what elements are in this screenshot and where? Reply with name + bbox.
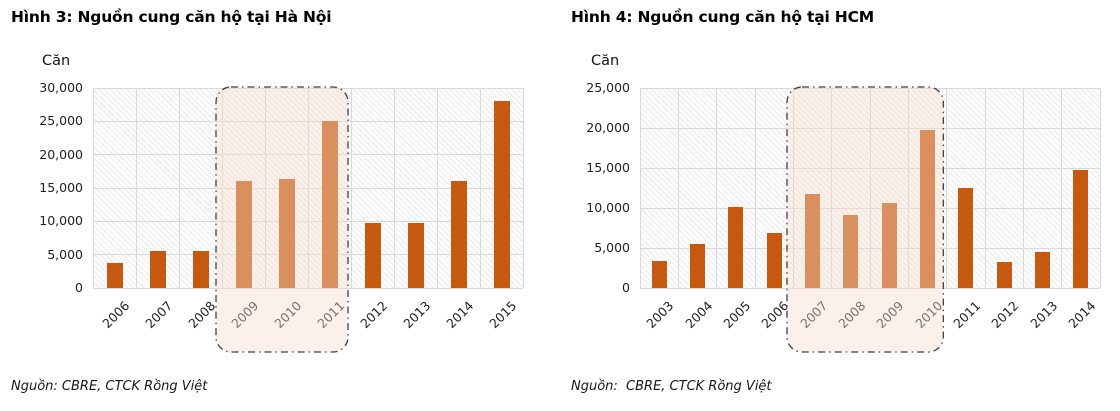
x-tick-label: 2010 [912, 298, 946, 332]
bar-2008 [843, 215, 859, 288]
bar-2004 [690, 244, 705, 288]
y-tick-label: 10,000 [586, 200, 630, 215]
gridline-vertical [716, 88, 718, 288]
x-tick-label: 2008 [835, 298, 869, 332]
x-tick-label: 2014 [443, 298, 477, 332]
source-note: Nguồn: CBRE, CTCK Rồng Việt [571, 379, 772, 394]
bar-2009 [235, 180, 252, 288]
bar-2013 [407, 222, 424, 288]
bar-2011 [321, 121, 338, 288]
x-tick-label: 2007 [797, 298, 831, 332]
y-axis-unit-label: Căn [591, 53, 620, 69]
gridline-vertical [522, 88, 524, 288]
x-tick-label: 2006 [758, 298, 792, 332]
gridline-vertical [869, 88, 871, 288]
bar-2005 [728, 207, 744, 288]
x-tick-label: 2012 [357, 298, 391, 332]
source-note: Nguồn: CBRE, CTCK Rồng Việt [11, 379, 208, 394]
bar-2012 [364, 222, 381, 288]
gridline-vertical [792, 88, 794, 288]
x-tick-label: 2008 [185, 298, 219, 332]
x-tick-label: 2011 [950, 298, 984, 332]
x-tick-label: 2004 [682, 298, 716, 332]
bar-2009 [881, 203, 897, 288]
x-tick-label: 2003 [643, 298, 677, 332]
bar-2007 [805, 193, 820, 288]
bar-2013 [1035, 252, 1050, 288]
y-tick-label: 5,000 [594, 240, 630, 255]
x-tick-label: 2007 [142, 298, 176, 332]
y-tick-label: 15,000 [39, 180, 83, 195]
bar-2003 [651, 260, 667, 288]
gridline-vertical [436, 88, 438, 288]
gridline-vertical [307, 88, 309, 288]
bar-2010 [278, 179, 295, 288]
gridline-vertical [907, 88, 909, 288]
y-tick-label: 25,000 [39, 113, 83, 129]
bar-2006 [766, 232, 782, 288]
chart-title: Hình 3: Nguồn cung căn hộ tại Hà Nội [11, 8, 332, 26]
gridline-vertical [946, 88, 948, 288]
gridline-vertical [178, 88, 180, 288]
x-tick-label: 2009 [228, 298, 262, 332]
gridline-vertical [639, 88, 641, 288]
bar-2015 [493, 100, 510, 288]
y-tick-label: 30,000 [39, 80, 83, 95]
chart-panel-hcm: Hình 4: Nguồn cung căn hộ tại HCM Căn Ng… [560, 0, 1120, 411]
y-axis-unit-label: Căn [42, 53, 71, 69]
x-tick-label: 2013 [1027, 298, 1061, 332]
x-tick-label: 2011 [314, 298, 348, 332]
bar-2011 [958, 188, 974, 288]
x-tick-label: 2013 [400, 298, 434, 332]
y-tick-label: 10,000 [39, 213, 83, 229]
gridline-vertical [754, 88, 756, 288]
gridline-vertical [677, 88, 679, 288]
gridline-vertical [92, 88, 94, 288]
gridline-vertical [221, 88, 223, 288]
gridline-vertical [264, 88, 266, 288]
gridline-vertical [350, 88, 352, 288]
x-tick-label: 2005 [720, 298, 754, 332]
bar-2008 [192, 250, 209, 288]
x-tick-label: 2015 [486, 298, 520, 332]
bar-2012 [996, 261, 1012, 288]
gridline-vertical [1061, 88, 1063, 288]
x-tick-label: 2012 [988, 298, 1022, 332]
y-tick-label: 0 [75, 280, 83, 295]
y-tick-label: 20,000 [586, 120, 630, 135]
gridline-vertical [135, 88, 137, 288]
y-tick-label: 20,000 [39, 146, 83, 162]
y-tick-label: 15,000 [586, 160, 630, 175]
gridline-vertical [1022, 88, 1024, 288]
bar-2014 [1073, 169, 1089, 288]
chart-panel-hanoi: Hình 3: Nguồn cung căn hộ tại Hà Nội Căn… [11, 8, 524, 394]
gridline-vertical [1099, 88, 1101, 288]
gridline-vertical [393, 88, 395, 288]
x-tick-label: 2010 [271, 298, 305, 332]
x-tick-label: 2006 [99, 298, 133, 332]
x-tick-label: 2014 [1065, 298, 1099, 332]
bar-2014 [450, 180, 467, 288]
x-tick-label: 2009 [873, 298, 907, 332]
chart-title: Hình 4: Nguồn cung căn hộ tại HCM [571, 8, 874, 26]
y-tick-label: 25,000 [586, 80, 630, 95]
gridline-vertical [479, 88, 481, 288]
y-tick-label: 0 [622, 280, 630, 295]
bar-2007 [149, 251, 166, 288]
gridline-vertical [984, 88, 986, 288]
gridline-vertical [831, 88, 833, 288]
bar-2010 [920, 130, 935, 288]
bar-2006 [106, 263, 123, 288]
y-tick-label: 5,000 [47, 246, 83, 262]
